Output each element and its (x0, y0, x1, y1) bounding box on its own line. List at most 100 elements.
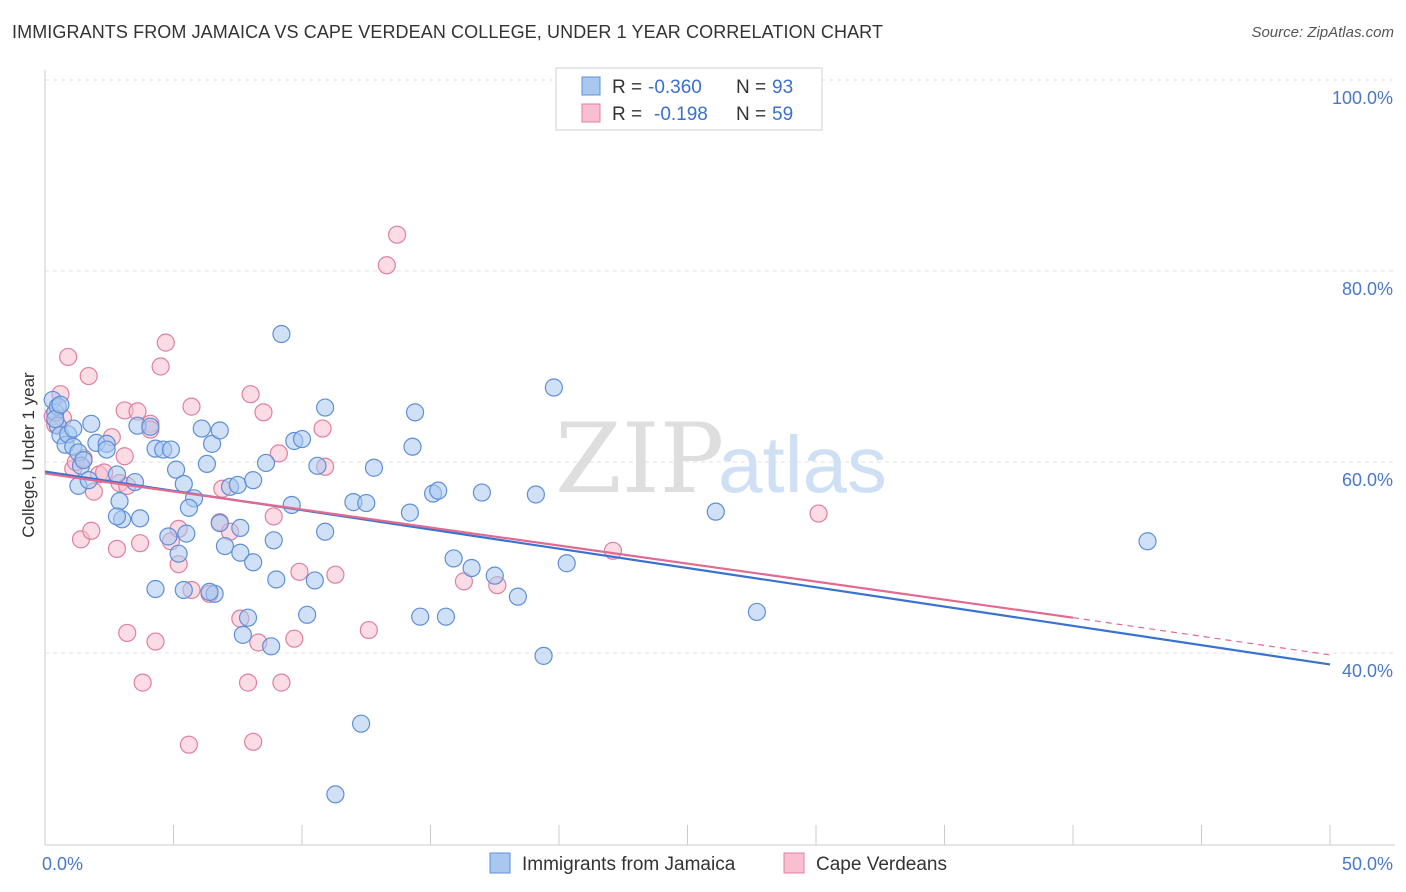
jamaica-point-57 (282, 495, 301, 515)
cape-verdean-point-58 (603, 541, 623, 560)
jamaica-point-72 (405, 403, 425, 422)
cape-verdean-point-27 (151, 357, 170, 376)
jamaica-point-77 (444, 549, 463, 568)
cape-verdean-point-56 (454, 572, 474, 591)
jamaica-point-84 (544, 378, 563, 397)
cape-verdean-point-18 (115, 447, 134, 466)
y-tick-label-3: 40.0% (1342, 661, 1393, 681)
cape-verdean-point-40 (238, 673, 258, 692)
jamaica-point-62 (308, 456, 327, 475)
jamaica-point-65 (326, 785, 345, 804)
legend-swatch-pink (581, 103, 601, 123)
cape-verdean-point-41 (241, 385, 260, 404)
jamaica-point-87 (174, 580, 193, 600)
jamaica-point-59 (292, 429, 312, 449)
jamaica-point-33 (177, 524, 196, 543)
jamaica-point-51 (244, 553, 263, 572)
jamaica-point-69 (364, 458, 384, 477)
jamaica-point-6 (51, 395, 70, 414)
x-tick-label-0: 0.0% (42, 854, 83, 874)
jamaica-point-86 (146, 579, 165, 599)
jamaica-point-90 (706, 502, 725, 521)
jamaica-point-10 (64, 419, 83, 438)
legend-bottom-swatch-pink (783, 852, 805, 874)
y-axis-title: College, Under 1 year (19, 372, 38, 538)
legend-r-value-blue: -0.360 (648, 77, 702, 98)
legend-n-label-blue: N = (736, 77, 766, 98)
cape-verdean-trend-line (44, 472, 1074, 619)
cape-verdean-point-53 (359, 620, 378, 640)
y-tick-label-0: 100.0% (1332, 88, 1393, 108)
jamaica-point-39 (197, 454, 217, 474)
jamaica-point-68 (357, 493, 376, 513)
cape-verdean-point-26 (146, 632, 165, 651)
legend-r-label-pink: R = (612, 104, 642, 125)
watermark: ZIP atlas (555, 403, 887, 515)
cape-verdean-trend-extension (1072, 617, 1331, 656)
cape-verdean-point-4 (59, 347, 78, 367)
jamaica-point-79 (472, 483, 491, 502)
jamaica-point-41 (210, 421, 229, 440)
jamaica-point-46 (231, 518, 250, 537)
jamaica-point-34 (169, 544, 188, 563)
legend-r-label-blue: R = (612, 77, 642, 98)
chart-title: IMMIGRANTS FROM JAMAICA VS CAPE VERDEAN … (12, 22, 884, 42)
legend-bottom: Immigrants from Jamaica Cape Verdeans (489, 852, 947, 875)
jamaica-point-32 (159, 527, 178, 546)
jamaica-point-73 (411, 607, 430, 626)
jamaica-point-76 (436, 607, 456, 626)
cape-verdean-point-15 (107, 539, 127, 559)
jamaica-point-30 (161, 440, 181, 459)
jamaica-point-67 (352, 714, 371, 733)
jamaica-point-16 (82, 414, 101, 433)
jamaica-point-31 (166, 460, 186, 479)
cape-verdean-point-32 (182, 397, 201, 416)
jamaica-point-40 (202, 434, 222, 453)
cape-verdean-point-10 (82, 521, 101, 540)
legend-n-value-pink: 59 (772, 104, 793, 125)
x-tick-label-1: 50.0% (1342, 854, 1393, 874)
cape-verdean-point-42 (244, 732, 263, 751)
jamaica-point-25 (130, 509, 150, 528)
jamaica-point-60 (298, 605, 317, 624)
jamaica-point-48 (233, 625, 252, 644)
cape-verdean-point-52 (326, 565, 345, 584)
cape-verdean-point-46 (269, 444, 288, 463)
trend-lines (44, 470, 1331, 666)
jamaica-point-13 (74, 450, 93, 470)
watermark-atlas: atlas (718, 420, 887, 509)
jamaica-point-71 (403, 437, 422, 456)
jamaica-point-55 (264, 531, 283, 550)
jamaica-point-78 (462, 558, 481, 578)
jamaica-point-56 (267, 570, 286, 589)
jamaica-point-64 (316, 398, 335, 417)
jamaica-point-44 (215, 536, 234, 556)
jamaica-point-80 (485, 566, 504, 585)
jamaica-point-23 (107, 507, 127, 526)
y-tick-label-2: 60.0% (1342, 470, 1393, 490)
y-tick-label-1: 80.0% (1342, 279, 1393, 299)
source-label: Source: ZipAtlas.com (1251, 24, 1394, 41)
jamaica-point-27 (141, 417, 160, 436)
jamaica-point-19 (97, 440, 116, 459)
jamaica-point-63 (316, 522, 335, 541)
jamaica-point-82 (526, 485, 545, 504)
jamaica-point-92 (1138, 532, 1157, 551)
jamaica-point-50 (228, 475, 247, 495)
jamaica-point-49 (238, 608, 258, 627)
jamaica-point-61 (305, 571, 324, 590)
jamaica-point-70 (400, 503, 420, 522)
jamaica-point-54 (262, 637, 281, 656)
cape-verdean-point-50 (313, 419, 332, 438)
jamaica-point-36 (179, 498, 199, 517)
cape-verdean-point-47 (272, 673, 291, 692)
jamaica-point-91 (747, 602, 766, 622)
jamaica-point-85 (557, 554, 576, 573)
cape-verdean-point-48 (285, 629, 304, 648)
series-jamaica-points (43, 324, 1157, 804)
jamaica-point-37 (174, 474, 193, 494)
legend-bottom-swatch-blue (489, 852, 511, 874)
jamaica-point-42 (210, 514, 229, 533)
jamaica-point-47 (231, 543, 250, 562)
